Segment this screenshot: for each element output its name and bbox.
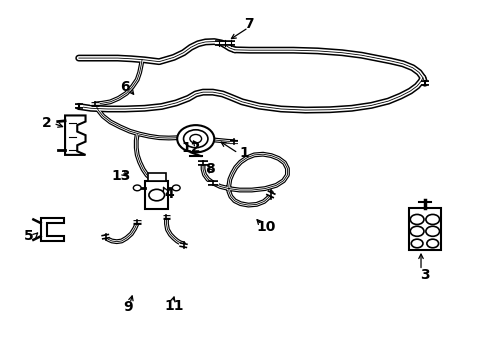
Text: 11: 11 (163, 299, 183, 313)
Polygon shape (65, 116, 85, 155)
Circle shape (425, 215, 439, 225)
Polygon shape (41, 219, 64, 241)
Bar (145, 181, 168, 209)
Circle shape (426, 239, 438, 248)
Bar (408, 208, 440, 250)
Text: 5: 5 (24, 229, 34, 243)
Circle shape (425, 226, 439, 236)
Text: 1: 1 (239, 146, 249, 160)
Circle shape (177, 125, 214, 152)
Text: 2: 2 (42, 116, 52, 130)
Text: 3: 3 (419, 268, 429, 282)
Circle shape (133, 185, 141, 191)
Text: 7: 7 (244, 17, 254, 31)
Text: 13: 13 (112, 170, 131, 183)
Circle shape (410, 239, 422, 248)
Circle shape (149, 189, 164, 201)
Circle shape (172, 185, 180, 191)
Text: 8: 8 (205, 162, 215, 176)
Text: 12: 12 (181, 141, 200, 155)
Circle shape (409, 215, 423, 225)
Bar (148, 173, 165, 181)
Text: 9: 9 (123, 300, 133, 314)
Text: 6: 6 (120, 80, 130, 94)
Text: 4: 4 (163, 187, 173, 201)
Circle shape (409, 226, 423, 236)
Text: 10: 10 (256, 220, 276, 234)
